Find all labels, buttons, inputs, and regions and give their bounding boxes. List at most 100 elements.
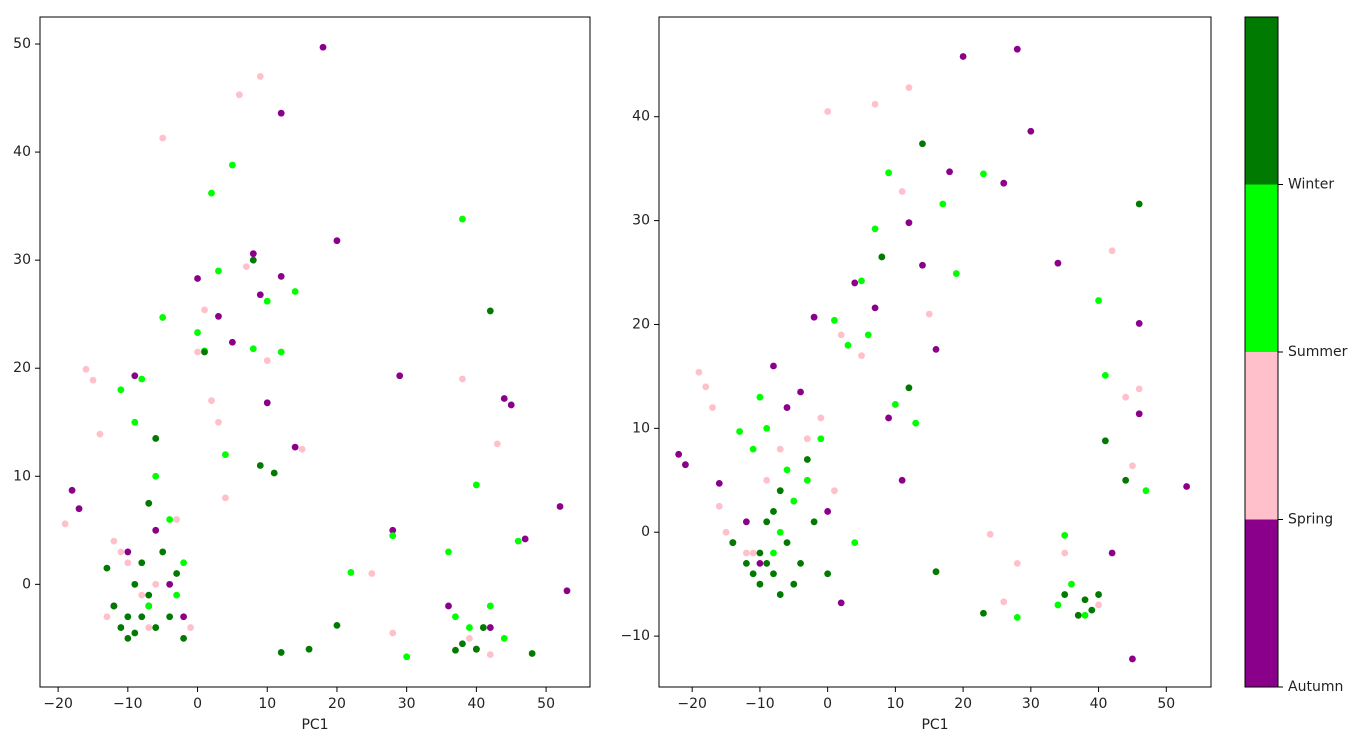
point <box>891 401 899 408</box>
point <box>783 466 791 474</box>
point <box>1013 559 1021 567</box>
point <box>810 518 818 526</box>
point <box>770 570 777 578</box>
point <box>1135 410 1143 418</box>
point <box>500 395 508 402</box>
x-tick-label: 50 <box>537 696 555 712</box>
point <box>776 591 784 598</box>
point <box>905 384 913 392</box>
point <box>837 331 845 339</box>
color-band <box>1245 352 1278 520</box>
point <box>96 430 104 438</box>
point <box>110 537 118 545</box>
point <box>173 516 181 523</box>
point <box>1135 200 1143 208</box>
point <box>131 418 139 426</box>
point <box>403 653 411 661</box>
point <box>277 109 285 117</box>
point <box>1000 598 1008 606</box>
point <box>201 348 208 356</box>
point <box>459 215 466 223</box>
point <box>817 414 825 422</box>
point <box>770 508 777 515</box>
point <box>396 372 404 380</box>
point <box>1095 601 1102 609</box>
point <box>1095 591 1102 598</box>
point <box>242 263 250 271</box>
point <box>959 53 967 60</box>
point <box>180 613 187 621</box>
point <box>824 570 832 578</box>
point <box>851 279 859 287</box>
point <box>117 548 125 556</box>
point <box>215 312 222 320</box>
point <box>1183 483 1191 490</box>
point <box>159 134 167 142</box>
point <box>145 499 153 507</box>
point <box>932 568 940 576</box>
y-tick-label: 40 <box>632 109 650 125</box>
point <box>152 435 160 442</box>
point <box>885 169 893 177</box>
point <box>187 624 194 631</box>
point <box>1027 127 1035 135</box>
point <box>138 613 146 621</box>
point <box>194 348 201 356</box>
colorbar-tick-label: Autumn <box>1288 679 1343 695</box>
point <box>1061 591 1069 598</box>
point <box>166 613 174 621</box>
point <box>1054 601 1062 609</box>
point <box>208 189 215 197</box>
point <box>1101 437 1109 445</box>
point <box>528 650 536 657</box>
point <box>89 376 97 384</box>
point <box>871 304 879 312</box>
color-band <box>1245 17 1278 185</box>
point <box>138 375 146 383</box>
point <box>131 580 139 588</box>
point <box>709 404 716 411</box>
point <box>263 297 271 305</box>
point <box>263 399 271 407</box>
point <box>783 539 791 547</box>
y-tick-label: 30 <box>13 252 31 268</box>
point <box>228 161 236 169</box>
point <box>459 375 466 383</box>
point <box>905 84 913 92</box>
point <box>68 486 76 494</box>
point <box>124 548 132 556</box>
point <box>1129 655 1136 663</box>
point <box>138 559 146 567</box>
point <box>124 634 132 642</box>
point <box>82 365 90 373</box>
point <box>980 170 987 178</box>
point <box>932 346 940 353</box>
point <box>810 313 818 321</box>
point <box>803 435 811 443</box>
x-tick-label: 20 <box>328 696 346 712</box>
point <box>783 404 791 411</box>
point <box>1135 385 1143 393</box>
point <box>1000 179 1008 187</box>
point <box>249 250 257 258</box>
point <box>194 275 201 282</box>
x-tick-label: −10 <box>745 696 775 712</box>
point <box>256 291 264 299</box>
point <box>776 445 784 453</box>
point <box>1061 549 1069 557</box>
point <box>368 570 376 577</box>
plot-frame <box>658 16 1212 688</box>
point <box>763 476 771 484</box>
point <box>486 624 494 631</box>
point <box>824 108 832 115</box>
point <box>912 419 920 427</box>
point <box>563 587 571 595</box>
point <box>756 559 764 567</box>
point <box>389 526 397 534</box>
point <box>222 451 229 459</box>
point <box>776 487 784 495</box>
point <box>124 613 132 621</box>
point <box>790 580 798 588</box>
point <box>797 559 804 567</box>
point <box>194 329 201 336</box>
